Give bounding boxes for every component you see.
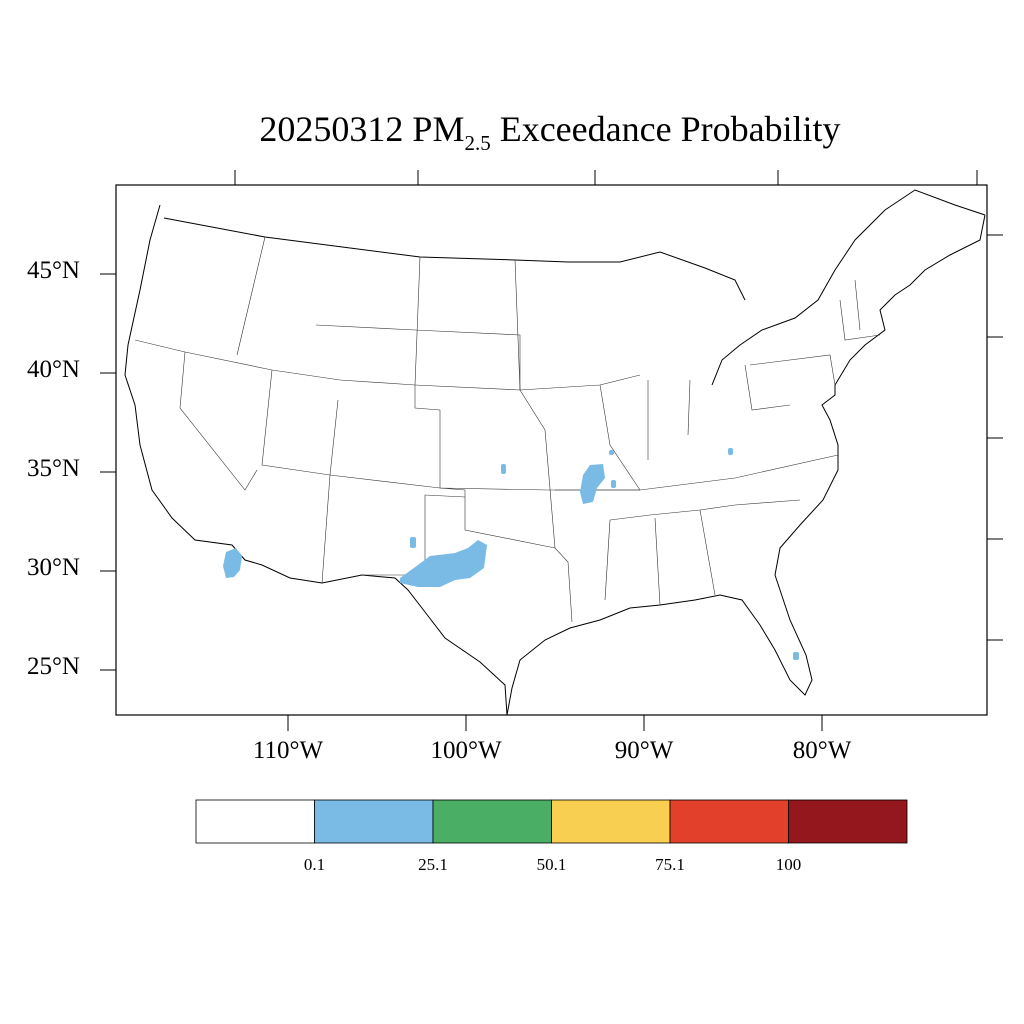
lat-label-45: 45°N xyxy=(26,257,80,284)
lat-label-35: 35°N xyxy=(26,455,80,482)
colorbar-label-0-1: 0.1 xyxy=(303,855,326,874)
shade-arkansas-north xyxy=(609,450,614,455)
colorbar-bin-2 xyxy=(432,799,552,844)
state-borders xyxy=(134,236,881,623)
colorbar-label-100: 100 xyxy=(775,855,802,874)
colorbar xyxy=(195,799,908,844)
us-outline xyxy=(124,189,986,716)
colorbar-bin-0 xyxy=(195,799,315,844)
shade-kentucky xyxy=(728,448,733,455)
lon-label-100w: 100°W xyxy=(430,737,502,764)
probability-shading xyxy=(223,448,799,660)
lat-label-25: 25°N xyxy=(26,653,80,680)
shade-arkansas xyxy=(580,464,605,504)
colorbar-label-50-1: 50.1 xyxy=(536,855,567,874)
colorbar-bin-1 xyxy=(314,799,434,844)
colorbar-bin-3 xyxy=(551,799,671,844)
colorbar-label-25-1: 25.1 xyxy=(418,855,448,874)
shade-texas-north xyxy=(410,537,416,548)
lon-label-110w: 110°W xyxy=(252,737,324,764)
axis-ticks xyxy=(100,170,1003,731)
shade-kansas xyxy=(501,464,506,474)
colorbar-bin-4 xyxy=(669,799,789,844)
shade-texas-oklahoma xyxy=(400,540,487,587)
shade-arkansas-east xyxy=(611,480,616,488)
map-frame xyxy=(115,184,988,716)
lat-label-40: 40°N xyxy=(26,356,80,383)
lat-label-30: 30°N xyxy=(26,554,80,581)
shade-arizona xyxy=(223,548,242,578)
shade-florida xyxy=(793,652,799,660)
lon-label-90w: 90°W xyxy=(614,737,674,764)
colorbar-bin-5 xyxy=(788,799,908,844)
colorbar-label-75-1: 75.1 xyxy=(655,855,685,874)
map-title: 20250312 PM2.5 Exceedance Probability xyxy=(259,109,841,155)
lon-label-80w: 80°W xyxy=(792,737,852,764)
